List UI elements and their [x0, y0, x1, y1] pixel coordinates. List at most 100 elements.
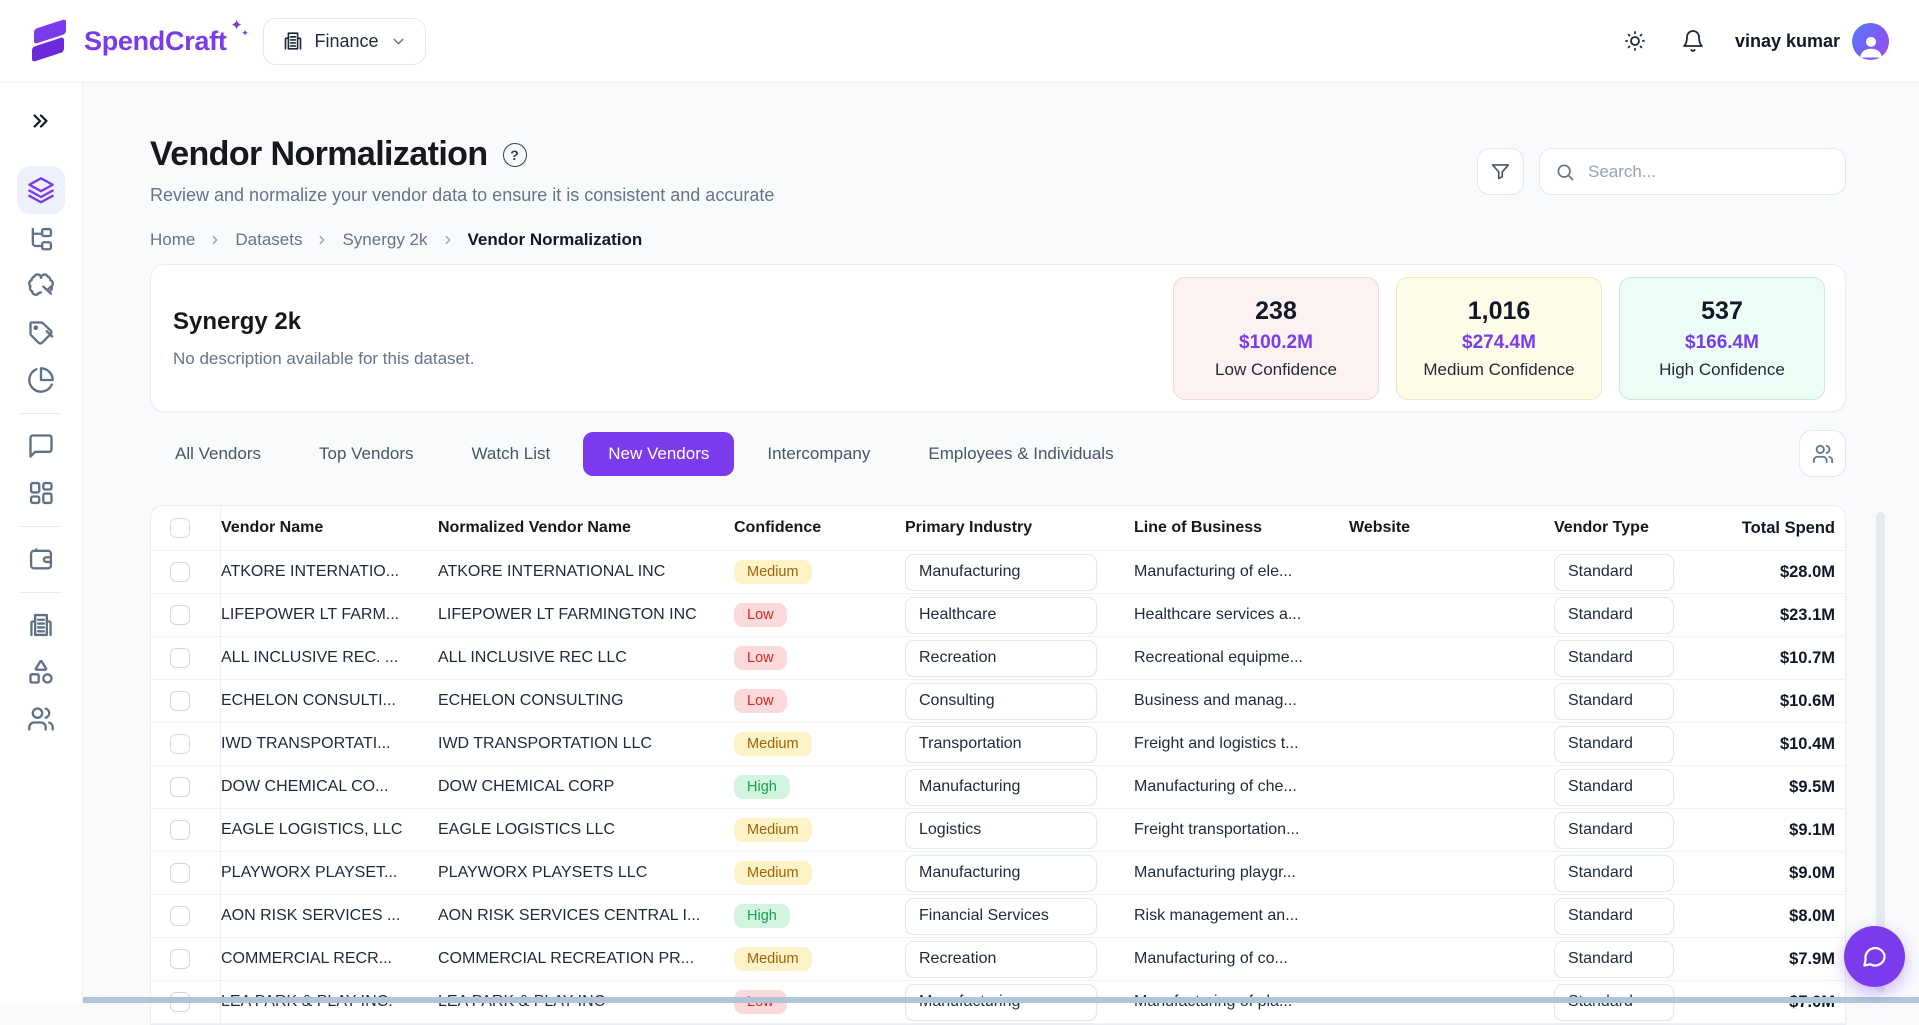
- vendor-type-field[interactable]: Standard: [1554, 554, 1674, 591]
- confidence-badge: Medium: [734, 732, 812, 756]
- vendor-type-field[interactable]: Standard: [1554, 769, 1674, 806]
- column-header: Vendor Type: [1554, 519, 1726, 537]
- chat-fab-button[interactable]: [1844, 926, 1905, 987]
- sidebar-item-tags[interactable]: [19, 311, 63, 355]
- page-title: Vendor Normalization: [150, 135, 488, 174]
- row-checkbox-cell: [151, 594, 221, 636]
- chevron-right-icon: [208, 233, 222, 247]
- row-checkbox[interactable]: [170, 777, 190, 797]
- vendor-type-cell: Standard: [1554, 640, 1726, 677]
- wallet-icon: [27, 545, 55, 573]
- sidebar-divider: [20, 526, 62, 527]
- sidebar: [0, 83, 83, 1003]
- logo-icon: [26, 18, 72, 64]
- sidebar-item-shapes[interactable]: [19, 650, 63, 694]
- row-checkbox-cell: [151, 852, 221, 894]
- sidebar-item-analytics[interactable]: [19, 358, 63, 402]
- row-checkbox[interactable]: [170, 863, 190, 883]
- user-menu[interactable]: vinay kumar: [1735, 23, 1889, 60]
- sidebar-expand-button[interactable]: [19, 99, 63, 143]
- primary-industry-field[interactable]: Financial Services: [905, 898, 1097, 935]
- sidebar-item-datasets[interactable]: [17, 166, 65, 214]
- vendor-type-cell: Standard: [1554, 683, 1726, 720]
- primary-industry-cell: Manufacturing: [905, 769, 1134, 806]
- row-checkbox[interactable]: [170, 562, 190, 582]
- help-button[interactable]: ?: [503, 143, 527, 167]
- row-checkbox-cell: [151, 680, 221, 722]
- vendor-type-cell: Standard: [1554, 898, 1726, 935]
- vendor-name-cell: IWD TRANSPORTATI...: [221, 735, 438, 753]
- primary-industry-field[interactable]: Recreation: [905, 640, 1097, 677]
- breadcrumb-datasets[interactable]: Datasets: [235, 230, 302, 250]
- line-of-business-cell: Freight and logistics t...: [1134, 735, 1349, 753]
- primary-industry-field[interactable]: Healthcare: [905, 597, 1097, 634]
- breadcrumb-dataset-name[interactable]: Synergy 2k: [342, 230, 427, 250]
- sidebar-item-chat[interactable]: [19, 424, 63, 468]
- workspace-selector[interactable]: Finance: [263, 18, 426, 65]
- row-checkbox[interactable]: [170, 648, 190, 668]
- total-spend-cell: $7.9M: [1726, 950, 1845, 969]
- vendor-type-field[interactable]: Standard: [1554, 898, 1674, 935]
- tab-new-vendors[interactable]: New Vendors: [583, 432, 734, 476]
- primary-industry-field[interactable]: Consulting: [905, 683, 1097, 720]
- vendor-groups-button[interactable]: [1799, 430, 1846, 477]
- row-checkbox[interactable]: [170, 691, 190, 711]
- shapes-icon: [27, 658, 55, 686]
- tab-all-vendors[interactable]: All Vendors: [150, 432, 286, 476]
- building-icon: [282, 30, 304, 52]
- primary-industry-cell: Transportation: [905, 726, 1134, 763]
- table-row: COMMERCIAL RECR... COMMERCIAL RECREATION…: [151, 938, 1845, 981]
- vendor-type-field[interactable]: Standard: [1554, 726, 1674, 763]
- row-checkbox[interactable]: [170, 605, 190, 625]
- chat-icon: [27, 432, 55, 460]
- normalized-name-cell: PLAYWORX PLAYSETS LLC: [438, 864, 734, 882]
- tab-intercompany[interactable]: Intercompany: [742, 432, 895, 476]
- breadcrumb-home[interactable]: Home: [150, 230, 195, 250]
- notifications-button[interactable]: [1677, 25, 1709, 57]
- stat-amount: $274.4M: [1462, 332, 1536, 354]
- row-checkbox[interactable]: [170, 734, 190, 754]
- vendor-type-field[interactable]: Standard: [1554, 597, 1674, 634]
- primary-industry-field[interactable]: Manufacturing: [905, 855, 1097, 892]
- sidebar-item-hierarchy[interactable]: [19, 217, 63, 261]
- sidebar-item-dashboard[interactable]: [19, 471, 63, 515]
- vendor-type-field[interactable]: Standard: [1554, 855, 1674, 892]
- total-spend-cell: $10.7M: [1726, 649, 1845, 668]
- primary-industry-field[interactable]: Manufacturing: [905, 554, 1097, 591]
- total-spend-cell: $10.6M: [1726, 692, 1845, 711]
- search-input[interactable]: [1586, 161, 1830, 183]
- horizontal-scrollbar[interactable]: [83, 997, 1919, 1003]
- total-spend-cell: $9.0M: [1726, 864, 1845, 883]
- primary-industry-field[interactable]: Manufacturing: [905, 769, 1097, 806]
- normalized-name-cell: AON RISK SERVICES CENTRAL I...: [438, 907, 734, 925]
- tab-watch-list[interactable]: Watch List: [447, 432, 576, 476]
- vendor-type-field[interactable]: Standard: [1554, 683, 1674, 720]
- row-checkbox[interactable]: [170, 906, 190, 926]
- sidebar-item-wallet[interactable]: [19, 537, 63, 581]
- tab-top-vendors[interactable]: Top Vendors: [294, 432, 439, 476]
- vertical-scrollbar[interactable]: [1876, 512, 1885, 993]
- tab-employees-individuals[interactable]: Employees & Individuals: [903, 432, 1138, 476]
- users-icon: [1812, 443, 1834, 465]
- row-checkbox[interactable]: [170, 949, 190, 969]
- users-icon: [27, 705, 55, 733]
- sidebar-item-users[interactable]: [19, 697, 63, 741]
- primary-industry-field[interactable]: Logistics: [905, 812, 1097, 849]
- sidebar-item-company[interactable]: [19, 603, 63, 647]
- vendor-name-cell: AON RISK SERVICES ...: [221, 907, 438, 925]
- sidebar-item-categorization[interactable]: [19, 264, 63, 308]
- primary-industry-field[interactable]: Recreation: [905, 941, 1097, 978]
- vendor-type-field[interactable]: Standard: [1554, 640, 1674, 677]
- theme-toggle-button[interactable]: [1619, 25, 1651, 57]
- vendor-type-field[interactable]: Standard: [1554, 941, 1674, 978]
- primary-industry-field[interactable]: Transportation: [905, 726, 1097, 763]
- brand-logo[interactable]: SpendCraft ✦ ✦: [26, 18, 227, 64]
- vendor-type-field[interactable]: Standard: [1554, 812, 1674, 849]
- select-all-checkbox[interactable]: [170, 518, 190, 538]
- filter-button[interactable]: [1477, 148, 1524, 195]
- row-checkbox[interactable]: [170, 820, 190, 840]
- ai-brain-icon: [27, 272, 55, 300]
- stat-count: 537: [1701, 297, 1743, 326]
- avatar: [1852, 23, 1889, 60]
- vendor-name-cell: COMMERCIAL RECR...: [221, 950, 438, 968]
